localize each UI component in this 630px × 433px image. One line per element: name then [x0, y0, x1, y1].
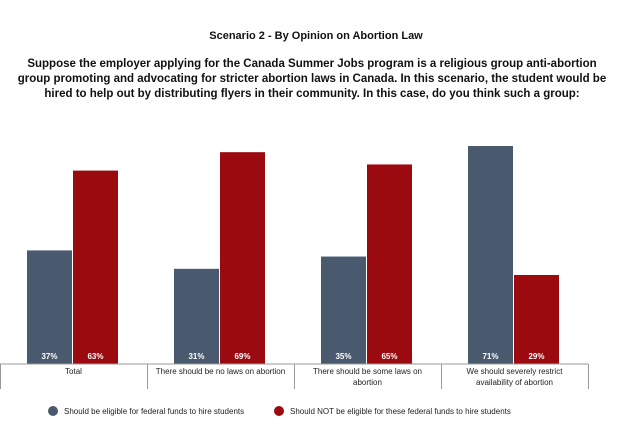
- bar: [73, 170, 118, 364]
- subtitle-line: group promoting and advocating for stric…: [18, 73, 606, 85]
- bar-value-label: 71%: [482, 352, 498, 361]
- legend-marker: [48, 406, 58, 416]
- bar: [367, 164, 412, 364]
- category-label: availability of abortion: [476, 378, 553, 387]
- bar-value-label: 63%: [87, 352, 103, 361]
- bar-value-label: 65%: [381, 352, 397, 361]
- bar-value-label: 29%: [528, 352, 544, 361]
- subtitle-line: Suppose the employer applying for the Ca…: [27, 58, 596, 70]
- bar-value-label: 35%: [335, 352, 351, 361]
- bar: [514, 274, 559, 364]
- bar-value-label: 69%: [234, 352, 250, 361]
- category-label: Total: [65, 367, 82, 376]
- legend: Should be eligible for federal funds to …: [48, 406, 511, 416]
- category-label: abortion: [353, 378, 382, 387]
- bar: [468, 146, 513, 364]
- category-label: There should be no laws on abortion: [156, 367, 285, 376]
- chart-subtitle: Suppose the employer applying for the Ca…: [18, 58, 606, 100]
- bar: [220, 152, 265, 364]
- legend-label: Should be eligible for federal funds to …: [64, 407, 244, 416]
- legend-label: Should NOT be eligible for these federal…: [290, 407, 511, 416]
- x-axis: Total There should be no laws on abortion…: [0, 363, 589, 389]
- plot-area: 37% 63% 31% 69% 35% 65% 71% 29%: [27, 146, 559, 364]
- subtitle-line: hired to help out by distributing flyers…: [44, 88, 579, 100]
- bar: [174, 268, 219, 364]
- legend-marker: [274, 406, 284, 416]
- bar: [321, 256, 366, 364]
- category-label: There should be some laws on: [313, 367, 422, 376]
- bar-value-label: 31%: [188, 352, 204, 361]
- chart-title: Scenario 2 - By Opinion on Abortion Law: [209, 30, 423, 42]
- category-label: We should severely restrict: [467, 367, 564, 376]
- bar: [27, 250, 72, 364]
- bar-value-label: 37%: [41, 352, 57, 361]
